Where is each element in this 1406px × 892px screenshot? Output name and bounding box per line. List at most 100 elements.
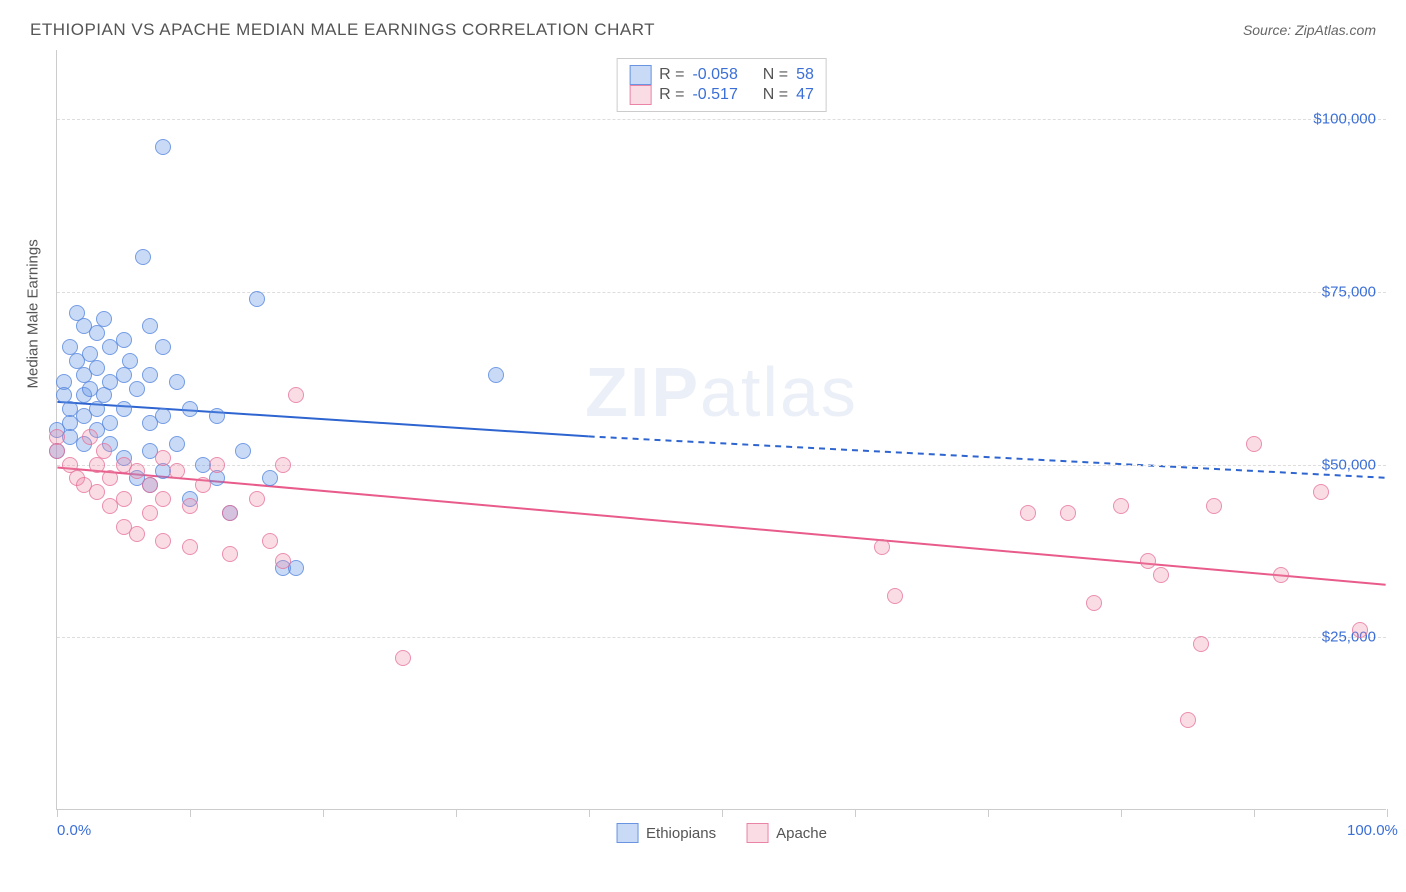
data-point-apache xyxy=(89,457,105,473)
x-tick xyxy=(988,809,989,817)
data-point-apache xyxy=(182,498,198,514)
legend-r-value-apache: -0.517 xyxy=(692,86,737,104)
data-point-ethiopians xyxy=(155,139,171,155)
data-point-apache xyxy=(155,491,171,507)
data-point-apache xyxy=(169,463,185,479)
data-point-ethiopians xyxy=(116,367,132,383)
data-point-apache xyxy=(82,429,98,445)
x-tick xyxy=(589,809,590,817)
x-tick xyxy=(1254,809,1255,817)
gridline-h xyxy=(57,119,1386,120)
x-tick xyxy=(57,809,58,817)
data-point-apache xyxy=(222,546,238,562)
data-point-apache xyxy=(222,505,238,521)
data-point-apache xyxy=(155,533,171,549)
data-point-apache xyxy=(1313,484,1329,500)
data-point-apache xyxy=(1246,436,1262,452)
data-point-apache xyxy=(262,533,278,549)
data-point-apache xyxy=(129,526,145,542)
data-point-apache xyxy=(395,650,411,666)
data-point-ethiopians xyxy=(116,401,132,417)
data-point-ethiopians xyxy=(182,401,198,417)
x-tick xyxy=(456,809,457,817)
legend-series: Ethiopians Apache xyxy=(616,823,827,843)
data-point-apache xyxy=(1060,505,1076,521)
data-point-apache xyxy=(275,553,291,569)
data-point-ethiopians xyxy=(142,318,158,334)
data-point-apache xyxy=(182,539,198,555)
x-tick-label: 100.0% xyxy=(1347,822,1398,839)
data-point-ethiopians xyxy=(102,415,118,431)
legend-item-ethiopians: Ethiopians xyxy=(616,823,716,843)
x-tick-label: 0.0% xyxy=(57,822,91,839)
data-point-ethiopians xyxy=(96,311,112,327)
data-point-apache xyxy=(275,457,291,473)
legend-item-apache: Apache xyxy=(746,823,827,843)
data-point-apache xyxy=(1193,636,1209,652)
watermark-thin: atlas xyxy=(700,353,858,431)
data-point-apache xyxy=(288,387,304,403)
legend-label-apache: Apache xyxy=(776,825,827,842)
data-point-ethiopians xyxy=(116,332,132,348)
data-point-ethiopians xyxy=(209,408,225,424)
data-point-ethiopians xyxy=(89,401,105,417)
legend-n-value-apache: 47 xyxy=(796,86,814,104)
y-tick-label: $50,000 xyxy=(1322,456,1376,473)
x-tick xyxy=(855,809,856,817)
swatch-apache-icon xyxy=(629,85,651,105)
source-label: Source: ZipAtlas.com xyxy=(1243,22,1376,38)
x-tick xyxy=(722,809,723,817)
data-point-ethiopians xyxy=(89,360,105,376)
x-tick xyxy=(323,809,324,817)
legend-stats-row-ethiopians: R = -0.058 N = 58 xyxy=(629,65,814,85)
data-point-ethiopians xyxy=(488,367,504,383)
data-point-apache xyxy=(1086,595,1102,611)
legend-label-ethiopians: Ethiopians xyxy=(646,825,716,842)
legend-n-label: N = xyxy=(763,86,788,104)
data-point-apache xyxy=(129,463,145,479)
data-point-apache xyxy=(1180,712,1196,728)
data-point-ethiopians xyxy=(129,381,145,397)
data-point-apache xyxy=(1352,622,1368,638)
data-point-apache xyxy=(1153,567,1169,583)
gridline-h xyxy=(57,637,1386,638)
data-point-ethiopians xyxy=(235,443,251,459)
data-point-ethiopians xyxy=(89,325,105,341)
data-point-apache xyxy=(89,484,105,500)
legend-stats-row-apache: R = -0.517 N = 47 xyxy=(629,85,814,105)
data-point-apache xyxy=(1140,553,1156,569)
data-point-apache xyxy=(1020,505,1036,521)
y-axis-label: Median Male Earnings xyxy=(25,239,42,388)
data-point-ethiopians xyxy=(135,249,151,265)
data-point-apache xyxy=(249,491,265,507)
chart-container: ETHIOPIAN VS APACHE MEDIAN MALE EARNINGS… xyxy=(20,20,1386,872)
data-point-apache xyxy=(887,588,903,604)
gridline-h xyxy=(57,465,1386,466)
y-tick-label: $75,000 xyxy=(1322,283,1376,300)
data-point-ethiopians xyxy=(155,339,171,355)
data-point-apache xyxy=(142,505,158,521)
data-point-apache xyxy=(209,457,225,473)
legend-r-label: R = xyxy=(659,86,684,104)
data-point-ethiopians xyxy=(122,353,138,369)
y-tick-label: $100,000 xyxy=(1313,111,1376,128)
x-tick xyxy=(1387,809,1388,817)
data-point-apache xyxy=(874,539,890,555)
data-point-apache xyxy=(102,470,118,486)
data-point-apache xyxy=(142,477,158,493)
data-point-apache xyxy=(1113,498,1129,514)
swatch-ethiopians-icon xyxy=(629,65,651,85)
trend-lines-svg xyxy=(57,50,1386,809)
data-point-ethiopians xyxy=(262,470,278,486)
data-point-apache xyxy=(1273,567,1289,583)
data-point-ethiopians xyxy=(169,436,185,452)
legend-n-label: N = xyxy=(763,66,788,84)
data-point-ethiopians xyxy=(155,408,171,424)
legend-n-value-ethiopians: 58 xyxy=(796,66,814,84)
data-point-ethiopians xyxy=(96,387,112,403)
data-point-ethiopians xyxy=(249,291,265,307)
legend-r-value-ethiopians: -0.058 xyxy=(692,66,737,84)
data-point-apache xyxy=(49,443,65,459)
swatch-ethiopians-icon xyxy=(616,823,638,843)
chart-title: ETHIOPIAN VS APACHE MEDIAN MALE EARNINGS… xyxy=(30,20,655,40)
